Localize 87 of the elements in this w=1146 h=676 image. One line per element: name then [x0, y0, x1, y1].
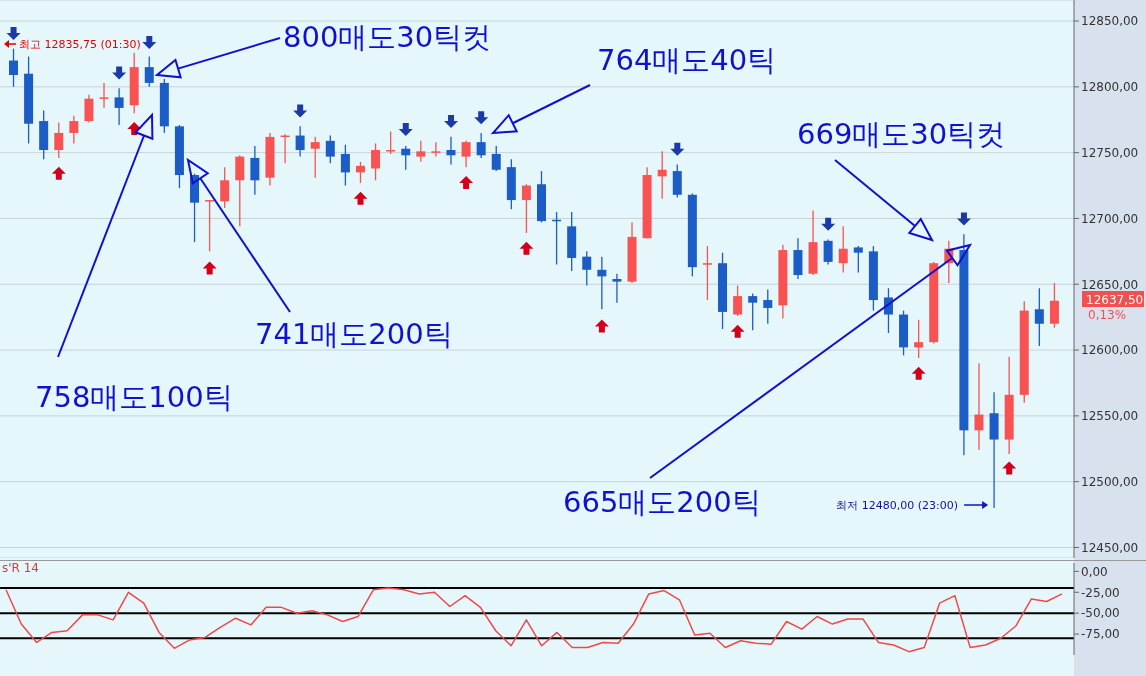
- candlestick: [220, 166, 230, 209]
- candlestick: [205, 199, 215, 253]
- point: [6, 26, 21, 40]
- candlestick: [521, 183, 531, 234]
- candlestick: [883, 287, 893, 334]
- candlestick: [672, 163, 682, 199]
- point: [398, 122, 413, 136]
- candlestick: [853, 245, 863, 274]
- point: [293, 104, 308, 118]
- candlestick: [371, 142, 381, 181]
- candlestick: [355, 161, 365, 184]
- point: [956, 212, 971, 226]
- candlestick: [582, 250, 592, 287]
- candlestick: [1049, 282, 1059, 329]
- annotation: 800매도30틱컷: [283, 20, 492, 54]
- candlestick: [446, 136, 456, 166]
- y-tick-label: 0,00: [1081, 564, 1108, 579]
- chart-title: s'R 14: [2, 561, 39, 575]
- point: [112, 66, 127, 80]
- y-tick-label: -75,00: [1081, 627, 1120, 642]
- candlestick: [99, 82, 109, 109]
- candlestick: [838, 225, 848, 274]
- candlestick: [974, 362, 984, 451]
- candlestick: [235, 154, 245, 228]
- candlestick: [416, 140, 426, 163]
- annotation: 최저 12480,00 (23:00): [836, 499, 959, 512]
- point: [730, 324, 745, 338]
- candlestick: [748, 292, 758, 331]
- candlestick: [84, 94, 94, 124]
- candlestick: [340, 144, 350, 187]
- point: [1002, 461, 1017, 475]
- point: [670, 142, 685, 156]
- annotation: 최고 12835,75 (01:30): [19, 38, 141, 51]
- candlestick: [295, 125, 305, 158]
- candlestick: [54, 121, 64, 159]
- candlestick: [325, 134, 335, 164]
- y-tick-label: 12450,00: [1081, 540, 1139, 555]
- candlestick: [914, 319, 924, 359]
- candlestick: [1034, 287, 1044, 347]
- y-tick-label: -25,00: [1081, 585, 1120, 600]
- candlestick: [491, 145, 501, 172]
- candlestick: [386, 130, 396, 155]
- line-series: [5, 587, 1063, 653]
- point: [821, 217, 836, 231]
- candlestick: [657, 150, 667, 200]
- point: [202, 261, 217, 275]
- candlestick: [733, 284, 743, 317]
- candlestick: [461, 140, 471, 168]
- y-tick-label: 12850,00: [1081, 14, 1139, 29]
- annotation: 741매도200틱: [255, 317, 453, 351]
- point: [353, 191, 368, 205]
- point: [474, 111, 489, 125]
- y-tick-label: 12750,00: [1081, 145, 1139, 160]
- text: 0,13%: [1088, 308, 1127, 322]
- candlestick: [612, 273, 622, 304]
- text: 12637,50: [1086, 293, 1144, 307]
- y-tick-label: -50,00: [1081, 606, 1120, 621]
- candlestick: [763, 288, 773, 325]
- point: [594, 319, 609, 333]
- point: [142, 36, 157, 50]
- candlestick: [9, 48, 18, 88]
- annotation: 665매도200틱: [563, 485, 761, 519]
- point: [444, 115, 459, 129]
- y-tick-label: 12800,00: [1081, 80, 1139, 95]
- candlestick: [431, 141, 441, 158]
- candlestick: [476, 132, 486, 159]
- point: [459, 175, 474, 189]
- annotation: 764매도40틱: [597, 43, 777, 77]
- point: [911, 366, 926, 380]
- y-tick-label: 12650,00: [1081, 277, 1139, 292]
- candlestick: [250, 145, 260, 196]
- y-tick-label: 12550,00: [1081, 409, 1139, 424]
- annotation: 669매도30틱컷: [797, 117, 1006, 151]
- point: [519, 241, 534, 255]
- candlestick: [823, 238, 833, 266]
- y-tick-label: 12500,00: [1081, 474, 1139, 489]
- candlestick: [401, 145, 411, 171]
- annotation: 758매도100틱: [35, 380, 233, 414]
- y-tick-label: 12600,00: [1081, 343, 1139, 358]
- candlestick: [114, 87, 124, 126]
- y-tick-label: 12700,00: [1081, 211, 1139, 226]
- candlestick: [702, 245, 712, 301]
- point: [51, 166, 66, 180]
- candlestick: [597, 255, 607, 310]
- candlestick: [144, 55, 154, 88]
- candlestick: [69, 115, 79, 145]
- candlestick: [310, 136, 320, 179]
